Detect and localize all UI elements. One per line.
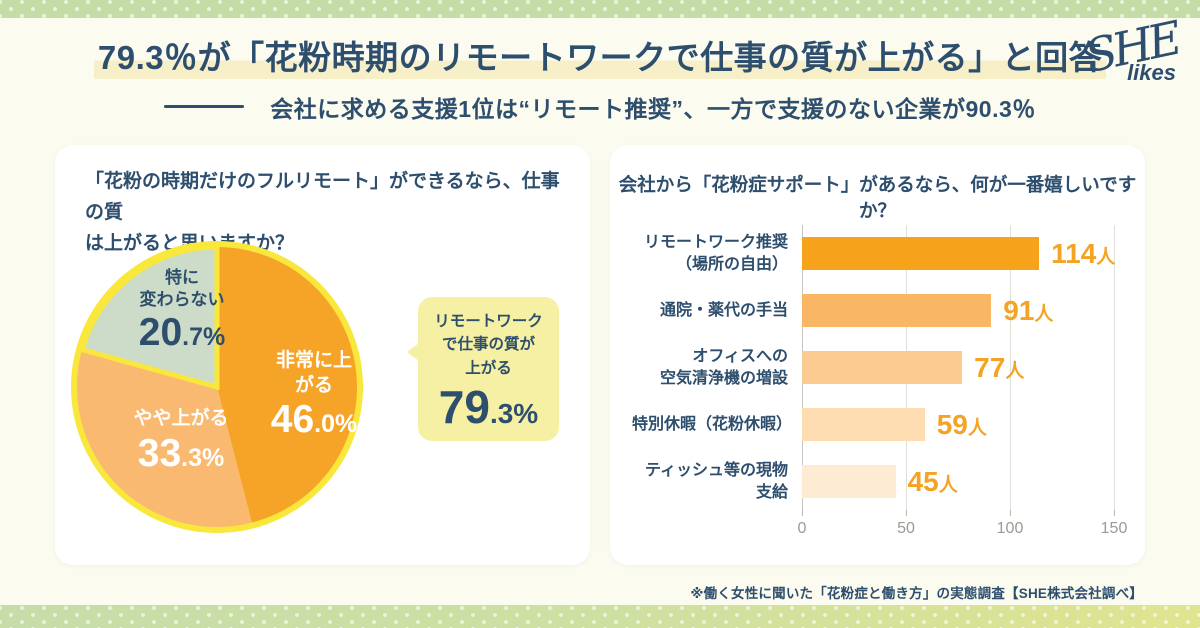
bar-3 [802, 408, 925, 441]
bar-question: 会社から「花粉症サポート」があるなら、何が一番嬉しいですか？ [618, 174, 1137, 221]
bar-row-1: 91人 [802, 282, 1147, 339]
axis-tick-150 [1114, 510, 1115, 516]
bar-4 [802, 465, 896, 498]
bar-value-unit: 人 [1034, 303, 1054, 325]
bar-value-number: 114 [1051, 237, 1097, 269]
subtitle-dash [164, 105, 245, 109]
bar-category-label-line: （場所の自由） [675, 255, 788, 273]
bar-value-unit: 人 [938, 474, 958, 496]
she-likes-logo: SHE likes [1080, 11, 1182, 85]
bar-row-2: 77人 [802, 339, 1147, 396]
axis-tick-100 [1010, 510, 1011, 516]
bar-value-1: 91人 [1003, 294, 1054, 326]
page-title-highlight: 79.3％が「花粉時期のリモートワークで仕事の質が上がる」と回答 [93, 39, 1107, 79]
decorative-dotted-band-bottom [0, 605, 1200, 628]
pie-label-no-change: 特に 変わらない 20.7% [139, 267, 225, 354]
pie-chart: 特に 変わらない 20.7% 非常に上がる 46.0% やや上がる 33.3% [67, 237, 367, 537]
pie-annotation-bubble: リモートワーク で仕事の質が 上がる 79.3% [407, 297, 559, 442]
bar-category-label-line: 特別休暇（花粉休暇） [632, 415, 793, 433]
bar-value-number: 91 [1003, 294, 1035, 326]
pie-question-line1: 「花粉の時期だけのフルリモート」ができるなら、仕事の質 [85, 171, 560, 223]
bar-row-4: 45人 [802, 453, 1147, 510]
axis-tick-50 [906, 510, 907, 516]
bar-category-label-line: 空気清浄機の増設 [659, 369, 788, 387]
x-tick-label-150: 150 [1100, 520, 1128, 537]
bar-chart: リモートワーク推奨 （場所の自由） 通院・薬代の手当オフィスへの空気清浄機の増設特別… [632, 225, 1147, 537]
pie-label-greatly-improves-text: 非常に上がる [275, 350, 353, 396]
bar-category-label-line: 通院・薬代の手当 [659, 301, 788, 319]
bar-plot-area: 0 50 100 150 114人 91人 77人 59人 45人 [798, 225, 1147, 537]
bar-value-unit: 人 [1005, 360, 1025, 382]
bar-value-number: 77 [974, 351, 1006, 383]
bar-value-2: 77人 [974, 351, 1025, 383]
header: 79.3％が「花粉時期のリモートワークで仕事の質が上がる」と回答 会社に求める支… [0, 36, 1200, 124]
axis-tick-0 [802, 510, 803, 516]
gridline-x-100 [1010, 225, 1011, 510]
bar-row-0: 114人 [802, 225, 1147, 282]
bar-0 [802, 237, 1040, 270]
pie-value-no-change: 20.7% [138, 311, 226, 355]
bar-value-unit: 人 [967, 417, 987, 439]
bar-value-4: 45人 [907, 465, 958, 497]
bar-value-number: 45 [907, 465, 939, 497]
bar-category-label-0: リモートワーク推奨 （場所の自由） [632, 225, 788, 282]
bar-category-label-line: ティッシュ等の現物支給 [644, 461, 788, 501]
bar-row-3: 59人 [802, 396, 1147, 453]
logo-likes-text: likes [1127, 60, 1176, 85]
survey-source-note: ※働く女性に聞いた「花粉症と働き方」の実態調査【SHE株式会社調べ】 [690, 586, 1143, 601]
annotation-line1: リモートワーク [434, 313, 543, 330]
pie-slice-1 [76, 349, 252, 527]
bar-value-0: 114人 [1051, 237, 1116, 269]
annotation-bubble-tail [407, 343, 419, 361]
bar-value-number: 59 [936, 408, 968, 440]
pie-value-somewhat-improves: 33.3% [137, 431, 225, 475]
bar-2 [802, 351, 963, 384]
gridline-x-150 [1114, 225, 1115, 510]
annotation-line2: で仕事の質が [441, 336, 535, 354]
bar-1 [802, 294, 992, 327]
bar-value-unit: 人 [1096, 246, 1116, 268]
x-tick-label-100: 100 [996, 520, 1024, 537]
annotation-value: 79.3% [438, 380, 539, 433]
bar-chart-card: 会社から「花粉症サポート」があるなら、何が一番嬉しいですか？ リモートワーク推奨… [610, 145, 1145, 565]
annotation-line3: 上がる [465, 359, 512, 377]
bar-category-label-2: オフィスへの空気清浄機の増設 [632, 339, 788, 396]
pie-label-somewhat-improves-text: やや上がる [133, 408, 229, 429]
bar-category-label-3: 特別休暇（花粉休暇） [632, 396, 793, 453]
pie-label-somewhat-improves: やや上がる 33.3% [133, 407, 228, 475]
bar-category-label-1: 通院・薬代の手当 [632, 282, 788, 339]
page-subtitle-row: 会社に求める支援1位は“リモート推奨”、一方で支援のない企業が90.3％ [0, 90, 1200, 124]
page-subtitle: 会社に求める支援1位は“リモート推奨”、一方で支援のない企業が90.3％ [270, 95, 1036, 122]
x-tick-label-0: 0 [797, 520, 807, 537]
bar-value-3: 59人 [936, 408, 987, 440]
pie-slice-2 [79, 244, 220, 391]
pie-value-greatly-improves: 46.0% [270, 398, 358, 442]
bar-category-label-line: リモートワーク推奨 [643, 233, 788, 251]
pie-label-no-change-line1: 特に [164, 268, 199, 287]
bar-category-label-line: オフィスへの [692, 347, 788, 365]
pie-chart-svg [71, 241, 363, 533]
pie-label-no-change-line2: 変わらない [139, 290, 225, 310]
bar-category-label-4: ティッシュ等の現物支給 [632, 453, 788, 510]
page-title: 79.3％が「花粉時期のリモートワークで仕事の質が上がる」と回答 [0, 36, 1200, 81]
pie-slice-0 [217, 247, 358, 523]
bar-category-labels: リモートワーク推奨 （場所の自由） 通院・薬代の手当オフィスへの空気清浄機の増設特別… [632, 225, 793, 510]
x-tick-label-50: 50 [897, 520, 915, 537]
pie-chart-card: 「花粉の時期だけのフルリモート」ができるなら、仕事の質 は上がると思いますか？ … [55, 145, 590, 565]
decorative-dotted-band-top [0, 0, 1200, 18]
pie-label-greatly-improves: 非常に上がる 46.0% [271, 349, 357, 441]
